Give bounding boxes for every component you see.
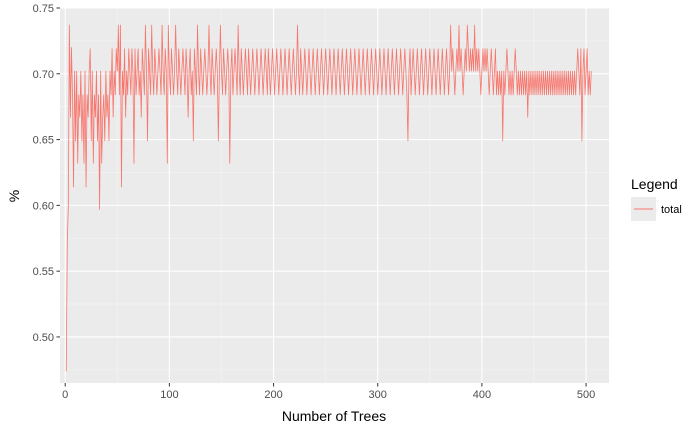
legend: Legend total [631,176,682,221]
x-tick-label: 400 [473,389,491,401]
minor-gridlines [60,8,609,383]
x-axis-title: Number of Trees [282,408,386,424]
y-tick-label: 0.70 [33,69,54,81]
y-tick-label: 0.50 [33,332,54,344]
x-tick-label: 0 [62,389,68,401]
legend-title: Legend [631,176,678,192]
y-axis: 0.50 0.55 0.60 0.65 0.70 0.75 [33,3,60,344]
series-line-total [65,24,592,372]
x-tick-label: 300 [369,389,387,401]
x-tick-label: 200 [264,389,282,401]
series-layer [65,24,592,372]
y-tick-label: 0.65 [33,135,54,147]
x-axis: 0 100 200 300 400 500 [62,383,595,401]
y-tick-label: 0.55 [33,266,54,278]
y-tick-label: 0.75 [33,3,54,15]
plot-panel [60,8,609,383]
x-tick-label: 500 [577,389,595,401]
y-tick-label: 0.60 [33,200,54,212]
legend-entry-total: total [661,204,682,216]
y-axis-title: % [6,190,22,202]
x-tick-label: 100 [160,389,178,401]
